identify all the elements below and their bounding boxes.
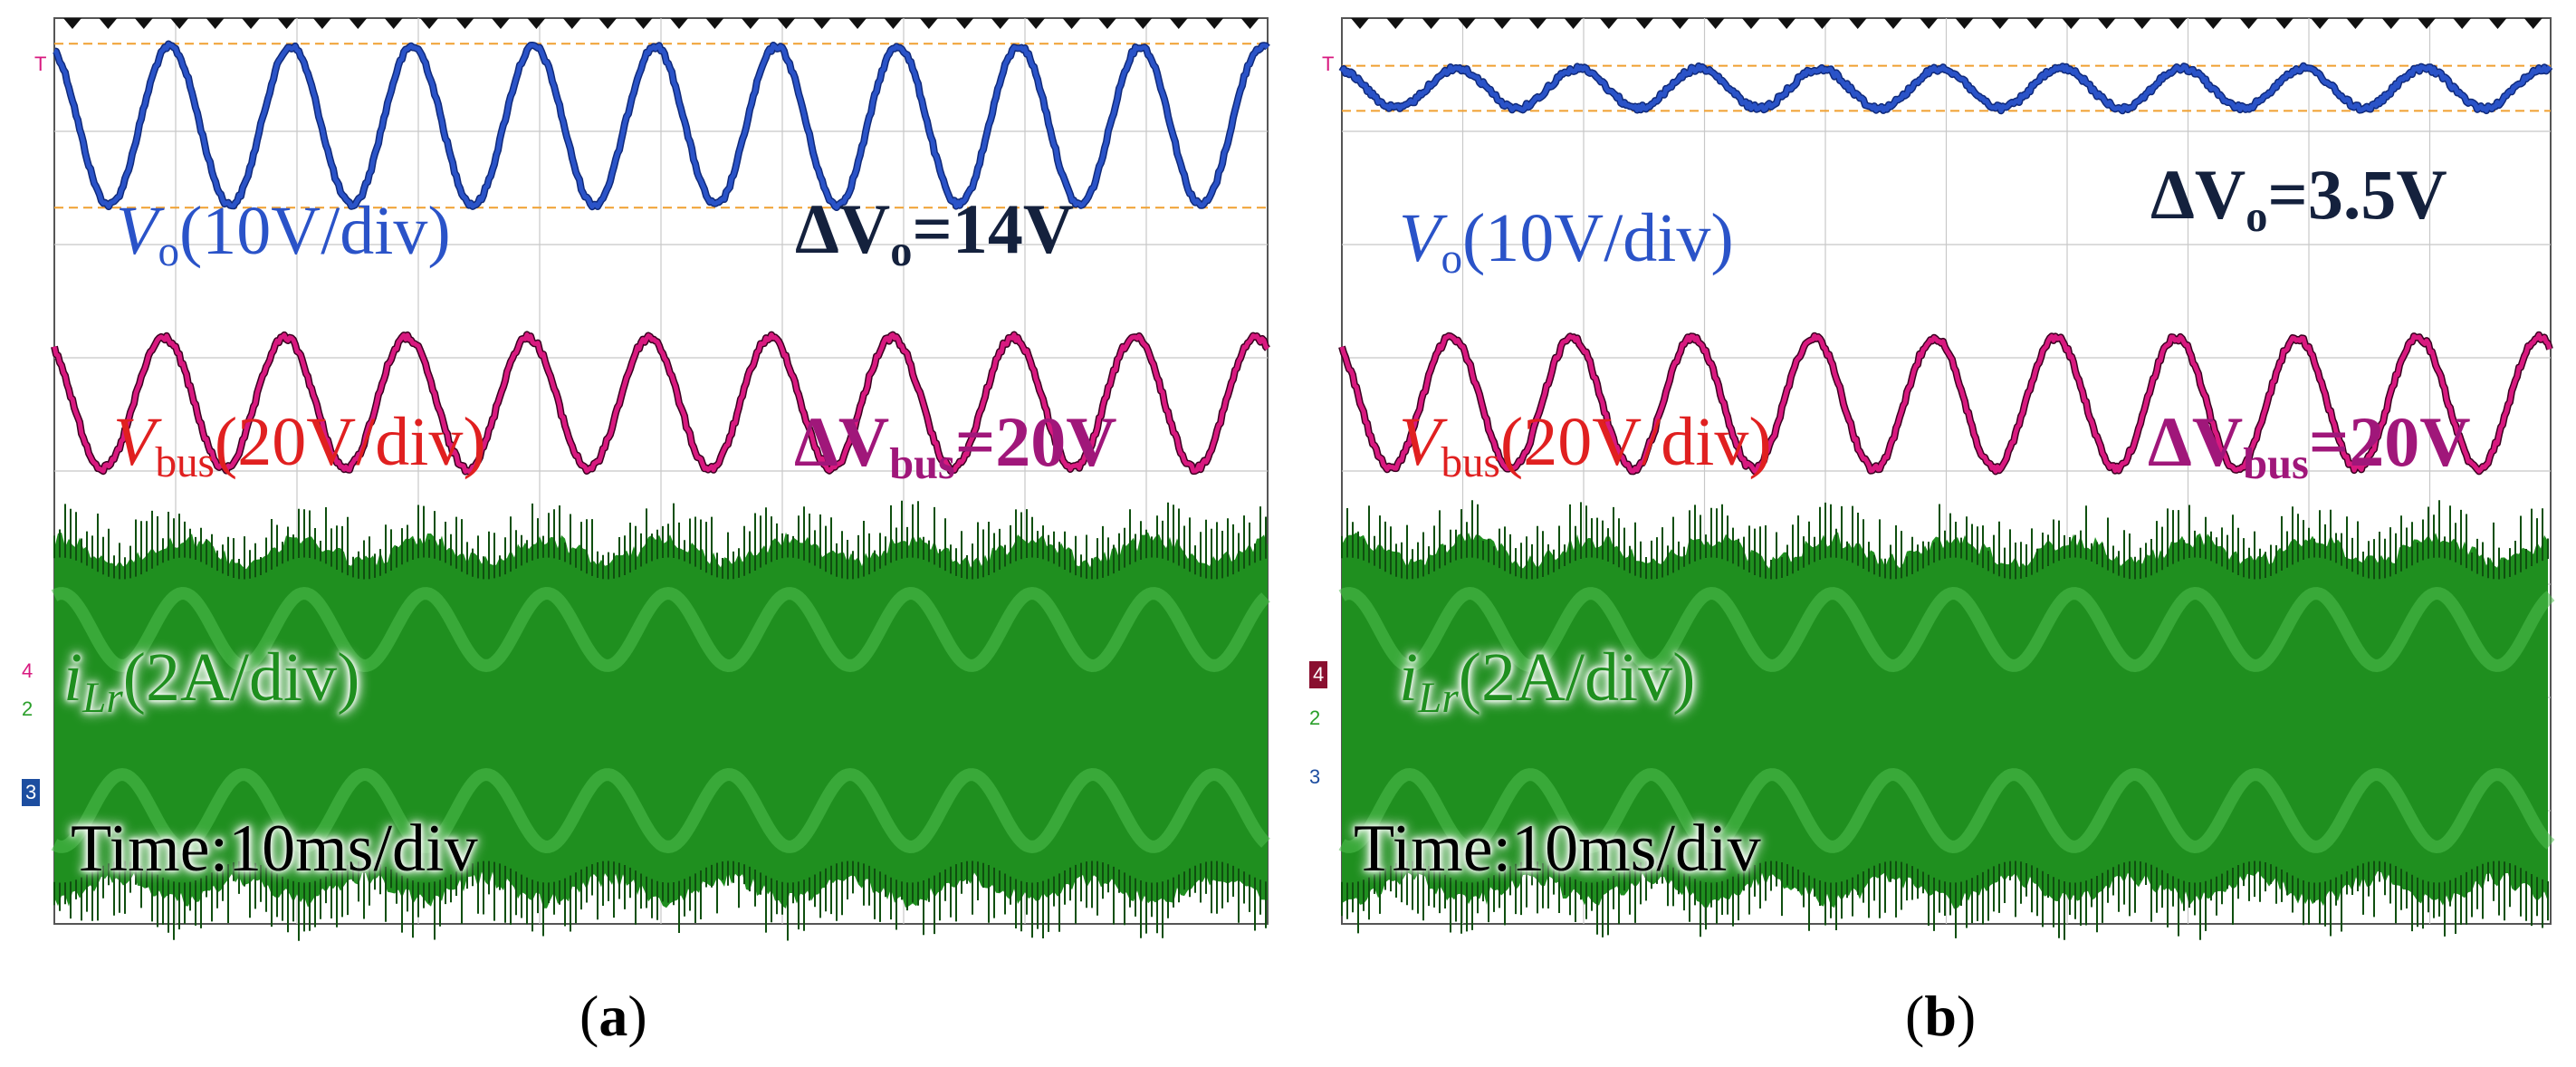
- panel-b-delta-vo: ΔVo=3.5V: [2150, 155, 2447, 241]
- panel-b-trigger-marks: [1351, 18, 2542, 29]
- panel-a-vo-label: Vo(10V/div): [116, 193, 451, 276]
- panel-a-ilr-inner-lower: [51, 767, 1270, 854]
- panel-a-vo-trace: [53, 42, 1269, 210]
- panel-b-ilr-inner-lower: [1338, 767, 2555, 854]
- panel-a-ilr-spikes: [53, 500, 1267, 941]
- panel-b-ch4-marker: 4: [1309, 661, 1328, 688]
- panel-b-ch2-marker: 2: [1309, 707, 1321, 729]
- panel-b-trigger-marker: T: [1322, 53, 1335, 75]
- panel-a-ilr-envelope: [54, 532, 1268, 908]
- panel-a-trigger-marker: T: [34, 53, 47, 75]
- panel-b-vbus-trace: [1339, 332, 2552, 474]
- panel-b-ilr-envelope: [1342, 532, 2548, 909]
- panel-a-ilr-label: iLr(2A/div): [63, 639, 360, 723]
- panel-b-vo-trace: [1339, 63, 2552, 113]
- panel-b-time-label: Time:10ms/div: [1354, 812, 1761, 886]
- panel-a-delta-vbus: ΔVbus=20V: [794, 402, 1117, 488]
- panel-a-ilr-inner-upper: [51, 586, 1270, 673]
- panel-a-ch2-marker: 2: [22, 697, 34, 720]
- panel-b-vbus-label: Vbus(20V/div): [1399, 404, 1772, 487]
- panel-a-vbus-label: Vbus(20V/div): [113, 404, 486, 487]
- panel-b-ilr-spikes: [1341, 500, 2549, 940]
- panel-b-ilr-label: iLr(2A/div): [1399, 639, 1696, 723]
- caption-a: (a): [579, 984, 647, 1048]
- panel-a-ch4-marker: 4: [22, 659, 34, 682]
- panel-b-vo-label: Vo(10V/div): [1399, 200, 1734, 284]
- panel-a-time-label: Time:10ms/div: [71, 812, 478, 886]
- panel-a-delta-vo: ΔVo=14V: [795, 189, 1075, 275]
- panel-b-delta-vbus: ΔVbus=20V: [2148, 402, 2471, 488]
- caption-b: (b): [1905, 984, 1977, 1048]
- panel-a-ch3-marker: 3: [22, 779, 41, 806]
- panel-b-ilr-inner-upper: [1338, 586, 2555, 673]
- panel-a-trigger-marks: [63, 18, 1259, 29]
- panel-a-vbus-trace: [52, 332, 1269, 475]
- panel-b-ch3-marker: 3: [1309, 765, 1321, 788]
